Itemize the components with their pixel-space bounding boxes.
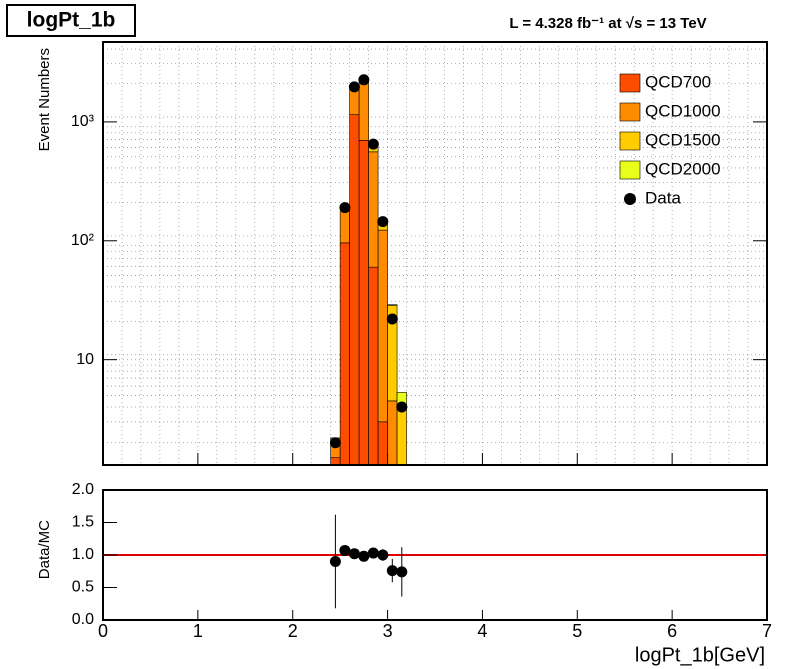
x-tick-label: 3	[383, 621, 393, 641]
data-point	[367, 547, 379, 559]
legend-label: QCD700	[645, 72, 711, 91]
legend-label: QCD1000	[645, 101, 721, 120]
y-tick-label: 1.5	[72, 514, 94, 531]
bar	[396, 406, 407, 466]
x-tick-label: 2	[288, 621, 298, 641]
x-tick-label: 4	[477, 621, 487, 641]
data-point	[367, 138, 379, 150]
ratio-y-axis-title: Data/MC	[36, 520, 53, 579]
x-tick-label: 7	[762, 621, 772, 641]
data-point	[348, 81, 360, 93]
bar	[330, 457, 341, 466]
subtitle: L = 4.328 fb⁻¹ at √s = 13 TeV	[509, 15, 706, 32]
bar	[377, 229, 388, 423]
data-point	[329, 556, 341, 567]
data-point	[329, 437, 341, 449]
data-point	[358, 74, 370, 86]
x-axis-title: logPt_1b[GeV]	[635, 644, 765, 666]
data-point	[348, 548, 360, 560]
legend-label: QCD2000	[645, 159, 721, 178]
legend-marker	[624, 193, 636, 205]
legend-swatch	[619, 102, 641, 122]
data-point	[377, 216, 389, 228]
legend-label: QCD1500	[645, 130, 721, 149]
y-tick-label: 10³	[71, 113, 95, 130]
title-box	[6, 4, 136, 37]
bar	[339, 210, 350, 244]
x-tick-label: 6	[667, 621, 677, 641]
bar	[377, 421, 388, 466]
bar	[368, 151, 379, 268]
data-point	[339, 202, 351, 214]
y-tick-label: 10	[76, 351, 94, 368]
y-axis-title: Event Numbers	[36, 48, 53, 151]
y-tick-label: 0.5	[72, 579, 94, 596]
y-tick-label: 2.0	[72, 481, 94, 498]
bar	[368, 266, 379, 466]
data-point	[396, 401, 408, 413]
bar	[349, 114, 360, 466]
legend-swatch	[619, 131, 641, 151]
data-point	[358, 550, 370, 562]
legend-label: Data	[645, 188, 681, 207]
bar	[387, 304, 398, 306]
data-point	[386, 565, 398, 577]
data-point	[377, 549, 389, 561]
y-tick-label: 1.0	[72, 546, 94, 563]
data-point	[396, 566, 408, 578]
x-tick-label: 1	[193, 621, 203, 641]
frame	[102, 41, 768, 466]
x-tick-label: 0	[98, 621, 108, 641]
bar	[387, 400, 398, 466]
y-tick-label: 10²	[71, 232, 95, 249]
bar	[358, 78, 369, 141]
bar	[339, 242, 350, 466]
data-point	[339, 544, 351, 556]
legend-swatch	[619, 160, 641, 180]
bar	[358, 140, 369, 466]
chart-title: logPt_1b	[27, 9, 116, 32]
data-point	[386, 313, 398, 325]
y-tick-label: 0.0	[72, 611, 94, 628]
x-tick-label: 5	[572, 621, 582, 641]
legend-swatch	[619, 73, 641, 93]
